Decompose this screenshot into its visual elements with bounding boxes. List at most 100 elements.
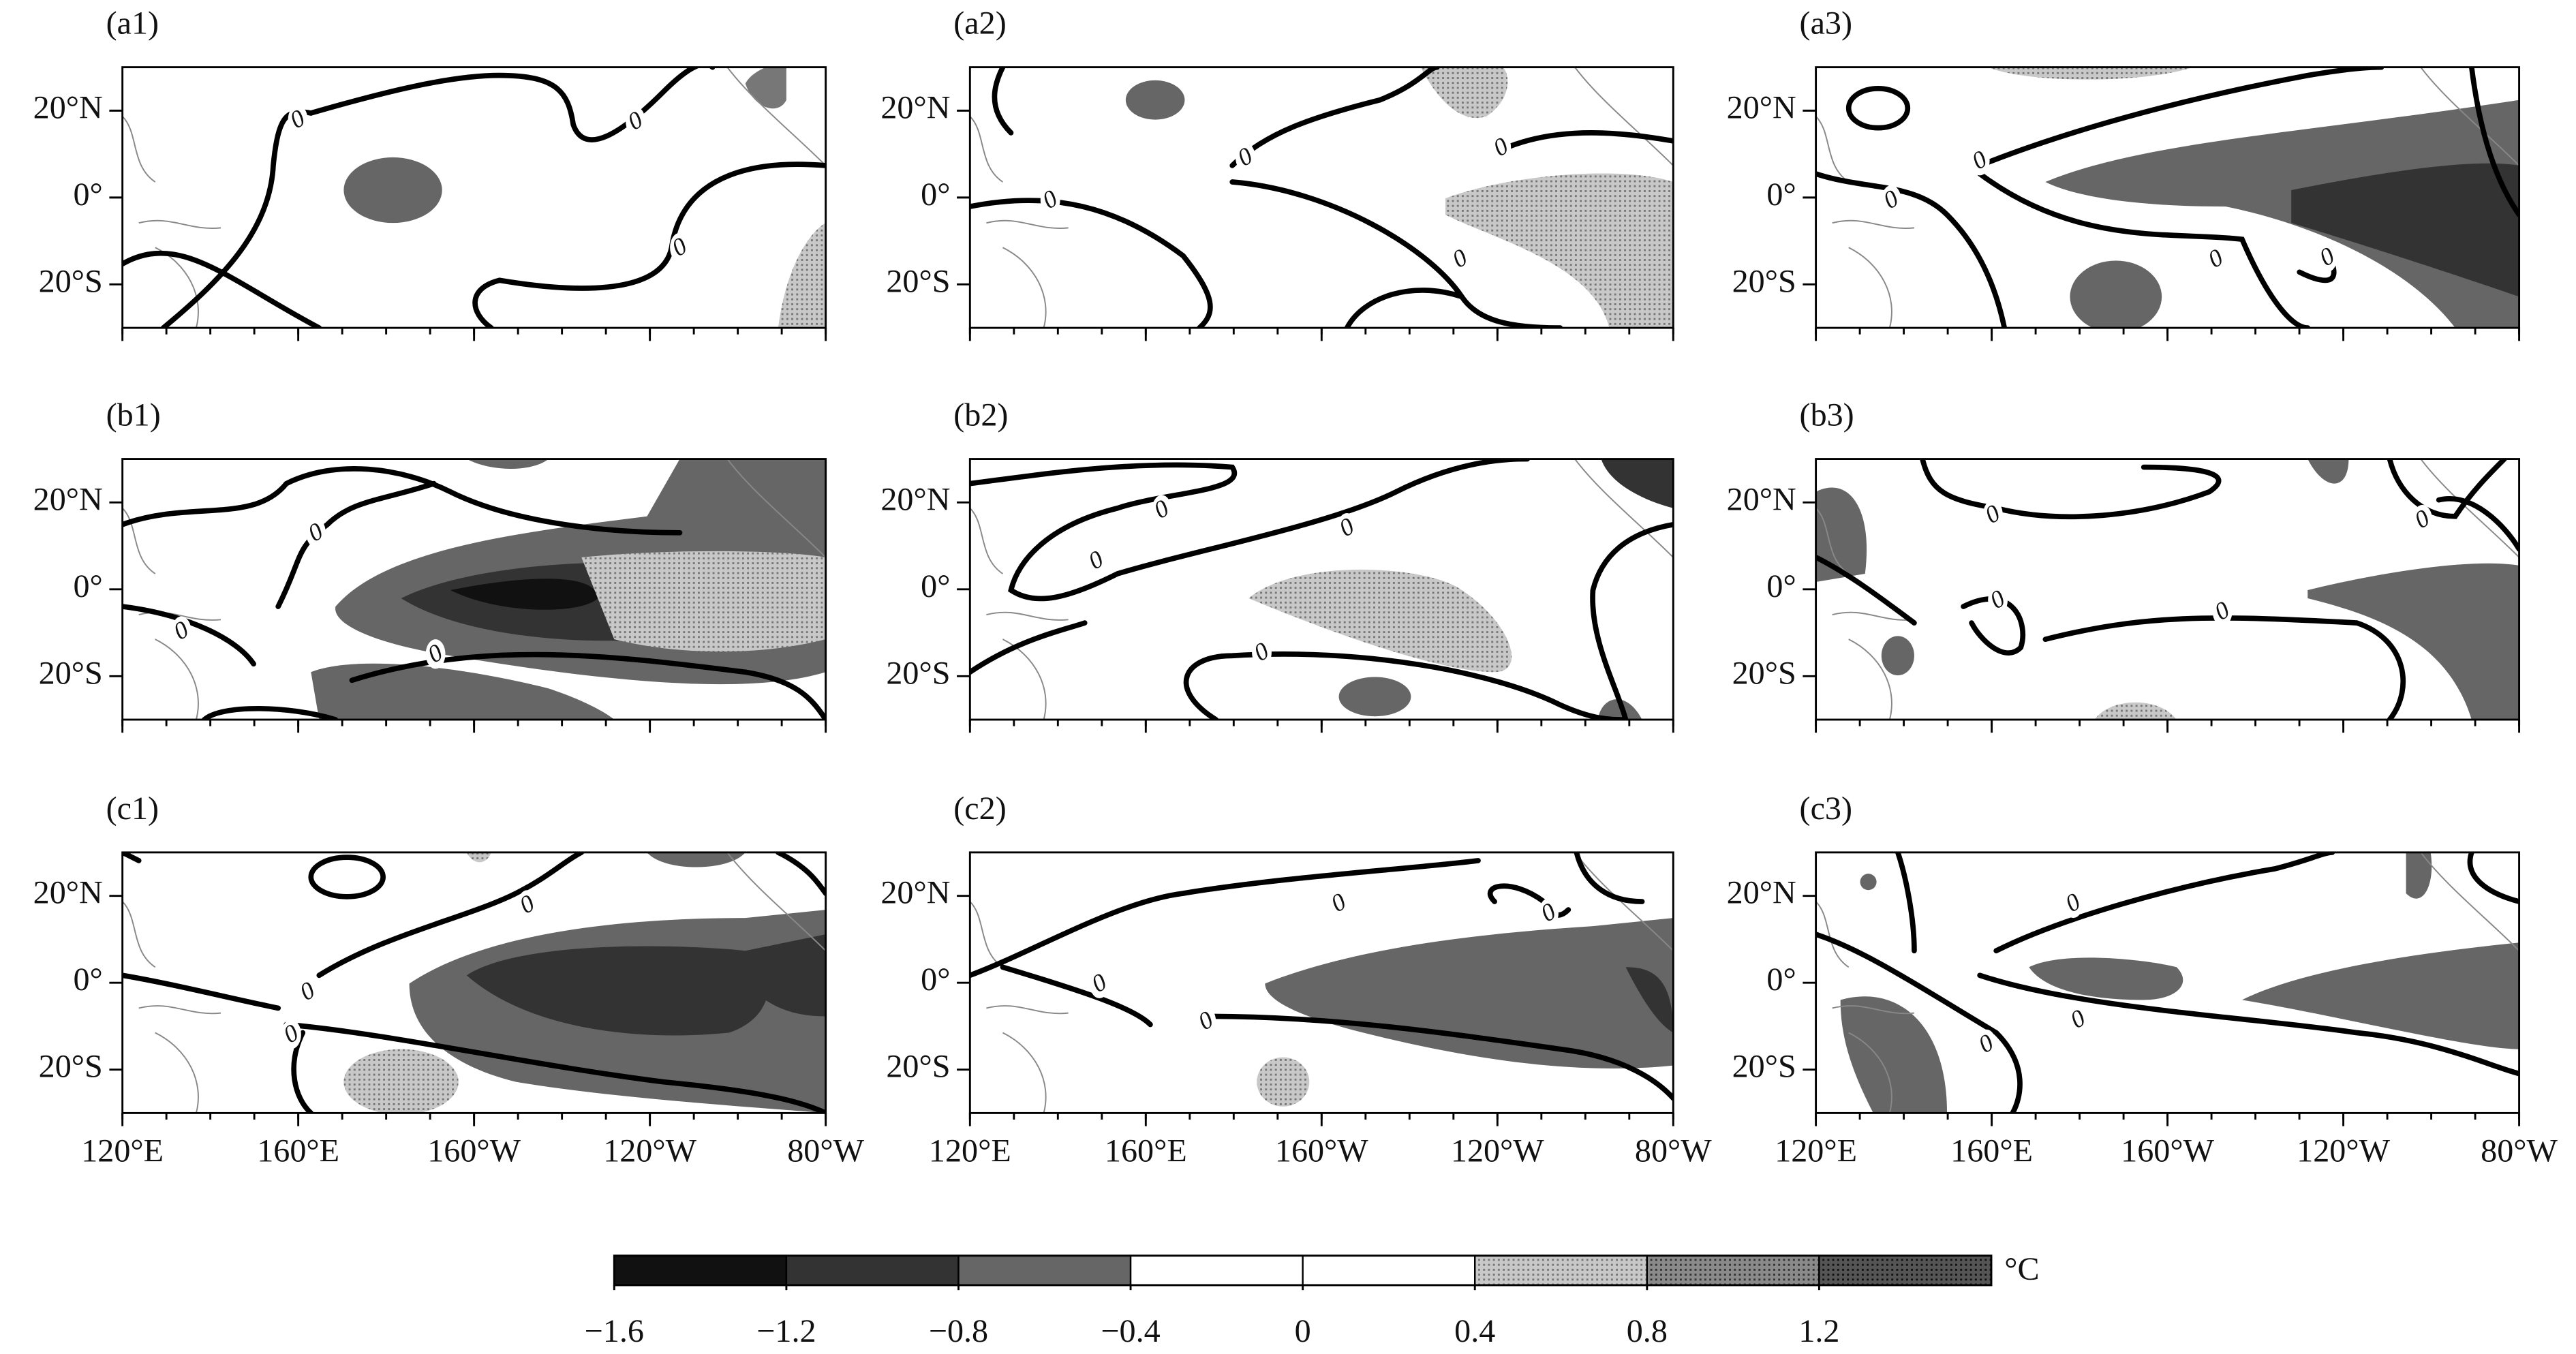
y-tick-label: 0°	[1766, 176, 1796, 213]
zero-contour	[283, 1021, 826, 1113]
zero-contour	[122, 972, 281, 1011]
contour-label-bg	[171, 616, 191, 646]
anomaly-shading	[2094, 702, 2177, 720]
contour-label-bg	[1089, 968, 1109, 998]
zero-contour	[349, 651, 826, 720]
coastline	[970, 67, 1674, 328]
anomaly-shading	[466, 459, 549, 469]
zero-contour	[1229, 179, 1563, 328]
colorbar-tick-label: −0.8	[929, 1313, 988, 1349]
contour-label-bg	[1539, 898, 1559, 928]
zero-contour	[1920, 459, 2222, 520]
zero-contour	[776, 852, 826, 896]
colorbar-segment	[1646, 1255, 1820, 1287]
anomaly-shading	[1840, 996, 1948, 1113]
x-tick-label: 160°E	[257, 1133, 339, 1169]
zero-contour	[308, 855, 386, 899]
contour-label-bg	[1236, 142, 1255, 172]
contour-label-bg	[2317, 243, 2337, 273]
zero-contour	[1993, 852, 2335, 954]
y-tick-label: 20°S	[39, 655, 103, 691]
contour-label-bg	[2206, 244, 2226, 274]
anomaly-shading	[2307, 563, 2519, 720]
zero-contour	[1205, 1013, 1674, 1101]
y-tick-label: 0°	[1766, 568, 1796, 604]
anomaly-shading	[1420, 67, 1508, 118]
contour-label-bg	[1881, 185, 1901, 215]
map-content: 000	[1815, 852, 2519, 1113]
anomaly-shading	[2307, 459, 2349, 484]
zero-contour	[1487, 883, 1571, 918]
y-tick-label: 20°N	[880, 875, 950, 911]
contour-label-bg	[1086, 546, 1106, 576]
zero-contour	[316, 852, 585, 979]
anomaly-shading	[343, 1049, 459, 1113]
contour-label-bg	[1252, 637, 1272, 668]
x-tick-label: 160°E	[1105, 1133, 1187, 1169]
anomaly-shading	[1860, 874, 1877, 891]
map-panel: 000 (c1) 120°E 160°E 160°W 120°W 80°W 20°N 0° 20°…	[33, 790, 865, 1169]
y-tick-label: 20°N	[33, 89, 103, 125]
map-panel: 0 00 (a1) 20°N 0° 20°S	[33, 5, 827, 341]
zero-contour	[275, 480, 437, 609]
map-content: 000	[122, 852, 826, 1113]
x-tick-label: 80°W	[2481, 1133, 2558, 1169]
y-tick-label: 20°S	[39, 1049, 103, 1085]
colorbar-segment	[785, 1255, 960, 1287]
contour-label-bg	[425, 639, 446, 669]
anomaly-shading	[2242, 942, 2519, 1049]
zero-contour	[1344, 288, 1465, 328]
panel-label: (c2)	[953, 790, 1006, 827]
panel-label: (b3)	[1800, 397, 1854, 433]
contour-label-bg	[2068, 1004, 2088, 1034]
zero-contour	[2467, 852, 2519, 904]
zero-contour	[1183, 651, 1629, 720]
x-tick-label: 120°E	[1775, 1133, 1857, 1169]
zero-contour	[122, 250, 322, 328]
y-tick-label: 20°S	[1732, 655, 1796, 691]
panel-label: (c3)	[1800, 790, 1852, 827]
coastline	[970, 459, 1674, 720]
zero-contour	[1977, 171, 2311, 328]
map-panel: 00 00 (b3) 20°N 0° 20°S	[1727, 397, 2521, 733]
zero-contour	[1895, 852, 1917, 954]
anomaly-shading	[778, 223, 826, 328]
anomaly-shading	[1338, 677, 1411, 717]
coastline	[1815, 459, 2519, 720]
anomaly-shading	[1125, 80, 1185, 120]
colorbar-tick-label: −1.2	[756, 1313, 816, 1349]
colorbar-segment	[1818, 1255, 1993, 1287]
zero-contour	[1590, 521, 1674, 720]
zero-contour	[122, 466, 683, 536]
anomaly-shading	[745, 934, 826, 1017]
zero-contour	[2436, 496, 2519, 552]
anomaly-shading	[450, 579, 598, 610]
y-tick-label: 0°	[921, 176, 950, 213]
anomaly-shading	[1988, 67, 2193, 80]
zero-contour	[970, 620, 1088, 675]
map-panel: 000 0(a3)20°N0°20°S	[1727, 5, 2521, 341]
x-tick-label: 160°W	[1275, 1133, 1368, 1169]
y-tick-label: 20°N	[1727, 89, 1796, 125]
coastline	[1815, 852, 2519, 1113]
y-tick-label: 20°S	[1732, 1049, 1796, 1085]
coastline	[122, 852, 826, 1113]
x-tick-label: 160°W	[2121, 1133, 2214, 1169]
anomaly-shading	[1265, 918, 1674, 1068]
zero-contour	[970, 858, 1481, 979]
zero-contour	[1574, 852, 1645, 904]
panel-label: (a3)	[1800, 5, 1852, 42]
zero-contour	[2468, 67, 2519, 217]
anomaly-shading	[466, 946, 769, 1036]
contour-label-bg	[670, 232, 690, 262]
y-tick-label: 0°	[1766, 961, 1796, 998]
panel-label: (b2)	[953, 397, 1008, 433]
zero-contour	[1000, 964, 1153, 1028]
zero-contour	[2387, 459, 2507, 519]
contour-label-bg	[1450, 244, 1471, 274]
y-tick-label: 20°S	[886, 655, 950, 691]
